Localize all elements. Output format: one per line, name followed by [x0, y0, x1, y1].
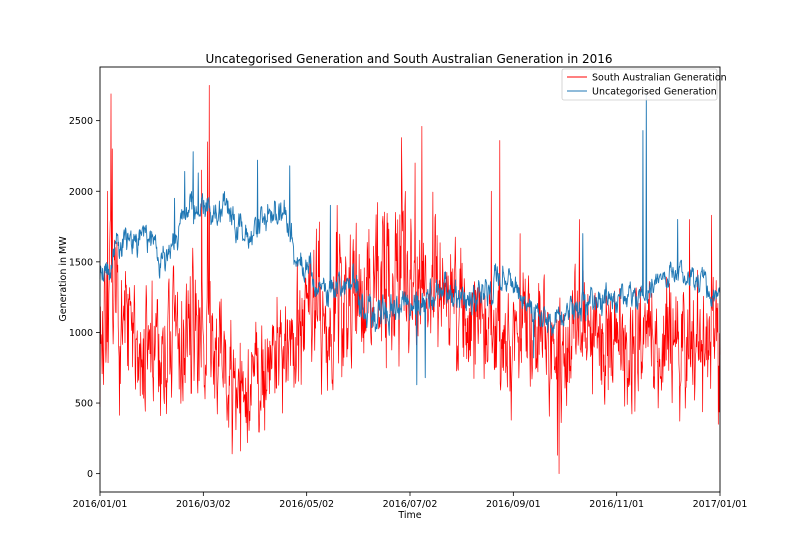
x-tick-label: 2016/09/01 — [486, 499, 541, 510]
legend-label-south-australian: South Australian Generation — [592, 73, 727, 84]
x-tick-label: 2016/05/02 — [279, 499, 334, 510]
y-tick-label: 500 — [75, 399, 93, 410]
x-tick-label: 2016/07/02 — [383, 499, 438, 510]
x-tick-label: 2016/01/01 — [73, 499, 128, 510]
y-axis-label: Generation in MW — [58, 236, 69, 322]
x-tick-label: 2017/01/01 — [693, 499, 748, 510]
series-line-south-australian — [99, 85, 721, 474]
x-tick-label: 2016/03/02 — [176, 499, 231, 510]
legend-label-uncategorised: Uncategorised Generation — [592, 87, 717, 98]
y-axis: 0 500 1000 1500 2000 2500 — [69, 116, 100, 480]
series-line-uncategorised — [99, 93, 721, 386]
chart-title: Uncategorised Generation and South Austr… — [205, 52, 612, 66]
x-axis: 2016/01/01 2016/03/02 2016/05/02 2016/07/02… — [73, 492, 748, 510]
y-tick-label: 2000 — [69, 187, 93, 198]
y-tick-label: 0 — [87, 469, 93, 480]
plot-area — [99, 66, 721, 493]
legend-box — [561, 68, 718, 101]
y-tick-label: 1000 — [69, 328, 93, 339]
legend: South Australian Generation Uncategorise… — [561, 68, 727, 101]
y-tick-label: 2500 — [69, 116, 93, 127]
x-axis-label: Time — [397, 510, 421, 521]
series-layer — [99, 85, 721, 474]
x-tick-label: 2016/11/01 — [589, 499, 644, 510]
y-tick-label: 1500 — [69, 257, 93, 268]
